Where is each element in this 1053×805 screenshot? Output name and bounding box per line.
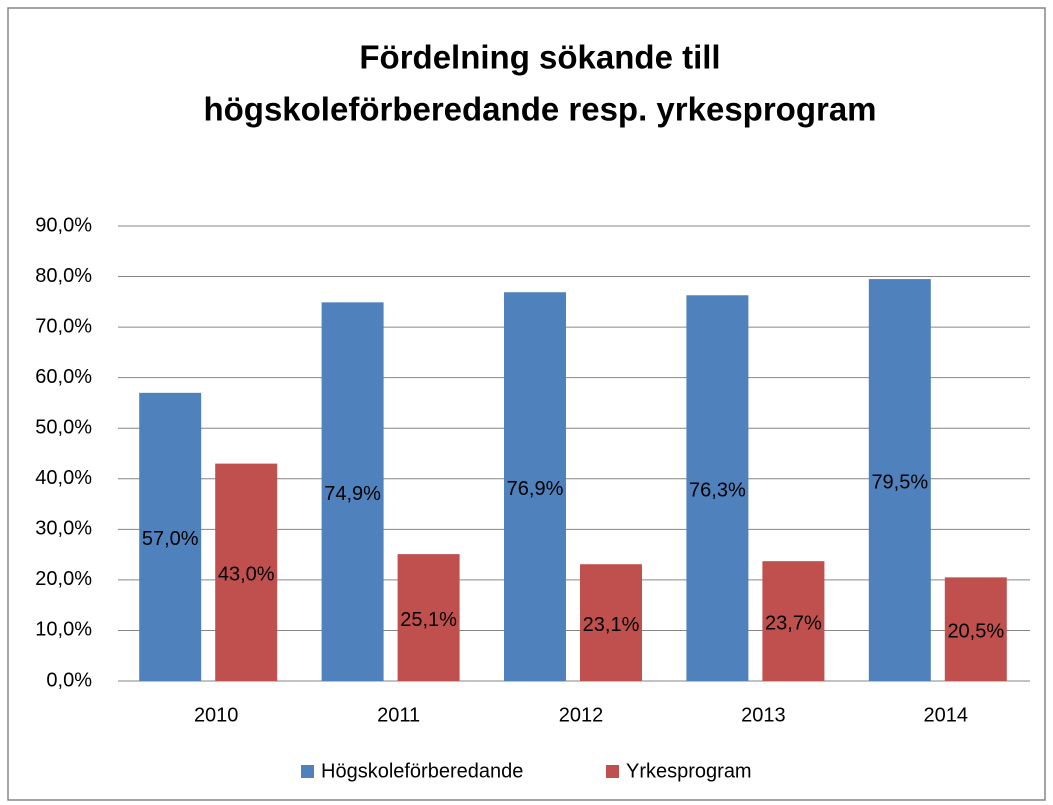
chart-title: högskoleförberedande resp. yrkesprogram	[203, 91, 876, 128]
data-label: 23,1%	[583, 614, 640, 636]
bar	[139, 392, 202, 681]
x-tick-label: 2012	[559, 704, 604, 726]
x-tick-label: 2011	[377, 704, 420, 726]
legend-label: Högskoleförberedande	[321, 760, 523, 782]
legend-label: Yrkesprogram	[626, 760, 752, 782]
bar	[686, 295, 749, 681]
x-tick-label: 2014	[924, 704, 969, 726]
data-label: 74,9%	[324, 483, 381, 505]
data-label: 23,7%	[765, 612, 822, 634]
y-tick-label: 10,0%	[35, 619, 92, 641]
bar	[868, 279, 931, 681]
y-tick-label: 30,0%	[35, 518, 92, 540]
bar	[215, 463, 278, 681]
chart-title: Fördelning sökande till	[359, 39, 720, 76]
x-tick-label: 2013	[741, 704, 786, 726]
data-label: 20,5%	[947, 620, 1004, 642]
data-label: 25,1%	[400, 609, 457, 631]
data-label: 57,0%	[142, 528, 199, 550]
y-tick-label: 60,0%	[35, 366, 92, 388]
bar	[397, 554, 460, 681]
y-tick-label: 20,0%	[35, 568, 92, 590]
data-label: 79,5%	[871, 471, 928, 493]
bar	[580, 564, 642, 681]
data-label: 76,3%	[689, 479, 746, 501]
y-tick-label: 50,0%	[35, 417, 92, 439]
bar	[321, 302, 384, 681]
data-label: 76,9%	[507, 478, 564, 500]
y-tick-label: 80,0%	[35, 265, 92, 287]
legend-swatch	[301, 765, 314, 778]
legend-swatch	[606, 765, 619, 778]
y-tick-label: 70,0%	[35, 315, 92, 337]
data-label: 43,0%	[218, 564, 275, 586]
x-tick-label: 2010	[194, 704, 239, 726]
bar	[762, 561, 825, 681]
y-tick-label: 90,0%	[35, 214, 92, 236]
bar	[944, 577, 1007, 681]
y-tick-label: 0,0%	[46, 669, 92, 691]
y-tick-label: 40,0%	[35, 467, 92, 489]
bar	[504, 292, 566, 681]
